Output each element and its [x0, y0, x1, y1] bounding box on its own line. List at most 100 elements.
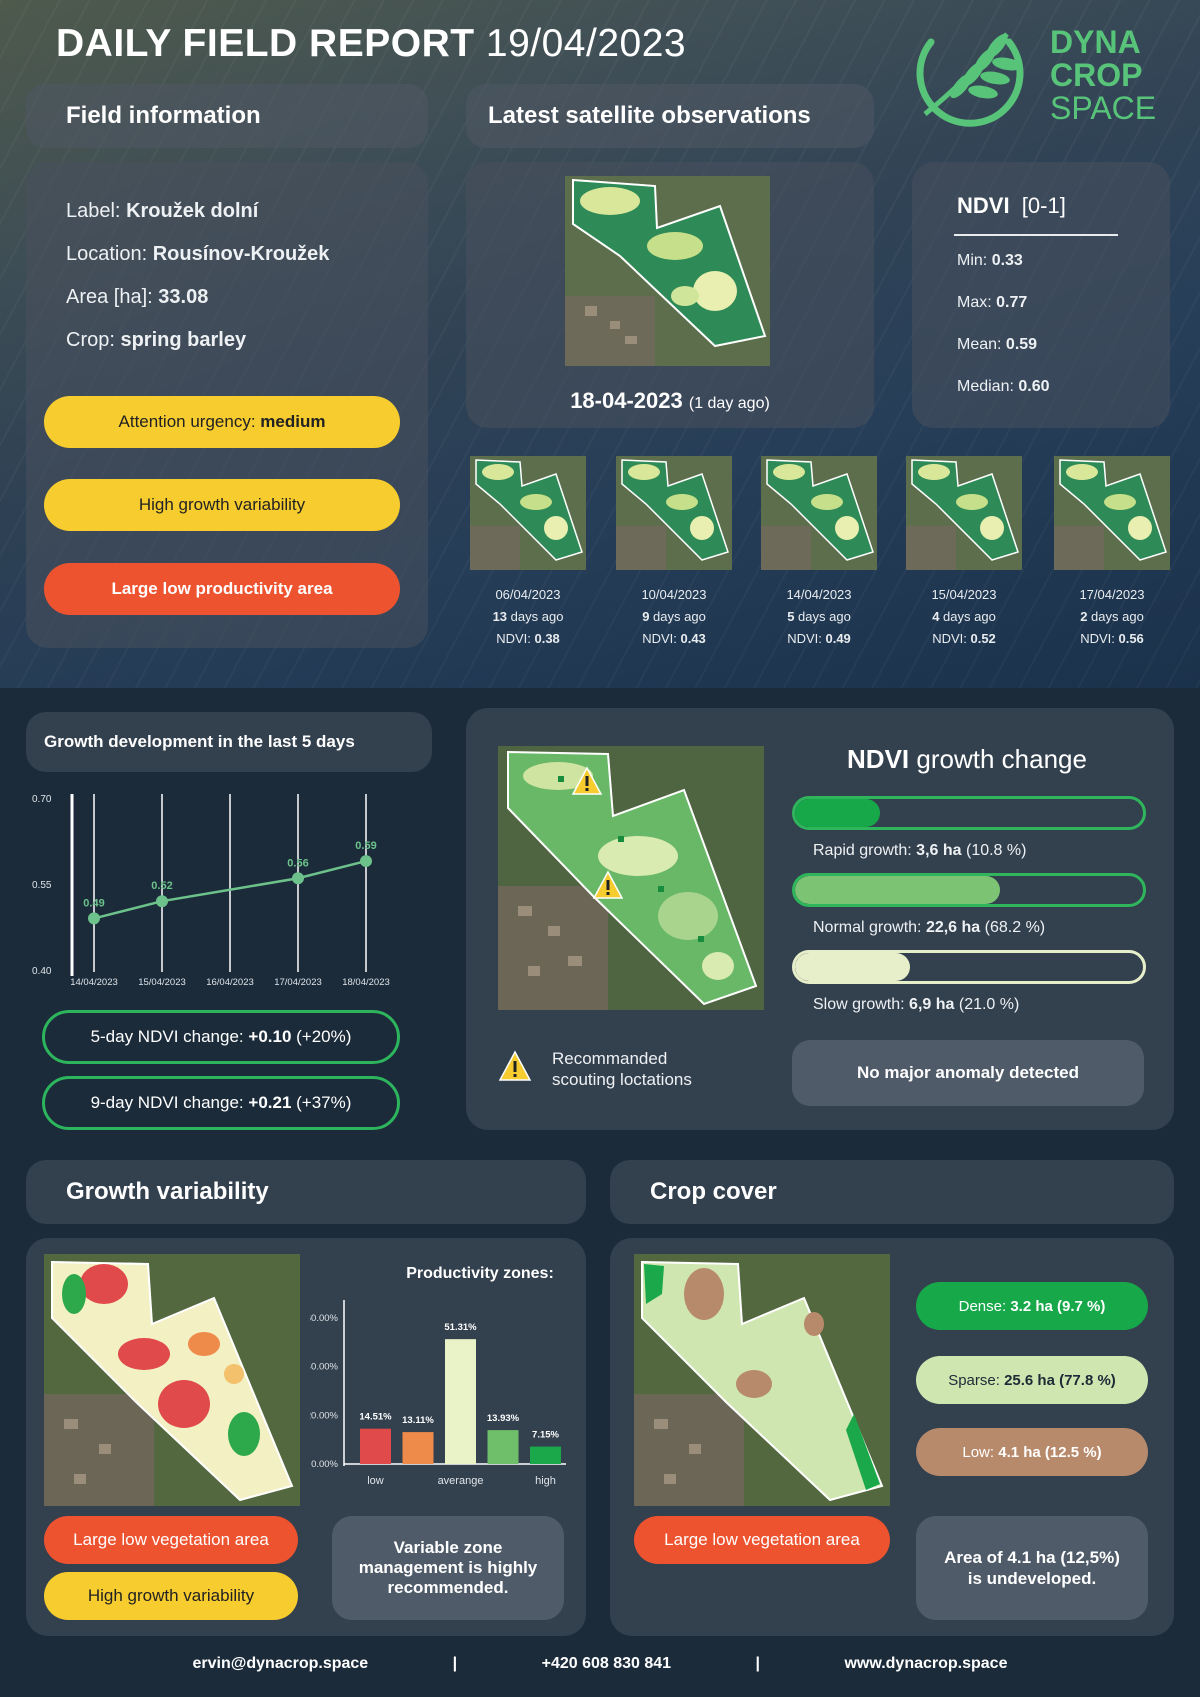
- low-productivity-alert-text: Large low productivity area: [111, 579, 333, 598]
- zone-category-label: averange: [438, 1475, 484, 1487]
- field-area-key: Area [ha]:: [66, 286, 153, 308]
- variability-alert-text: High growth variability: [138, 495, 306, 514]
- field-info-heading: Field information: [66, 102, 261, 129]
- y-tick-label: 60.00%: [310, 1313, 339, 1324]
- growth-bar-label-key: Slow growth:: [813, 996, 905, 1013]
- five-day-change-value: +0.10: [248, 1027, 292, 1046]
- growth-bar-track: [792, 950, 1146, 984]
- history-days: 2: [1080, 609, 1088, 624]
- zone-bar-value-label: 13.93%: [487, 1413, 520, 1424]
- anomaly-status-text: No major anomaly detected: [856, 1063, 1079, 1082]
- ndvi-stat-key: Median:: [957, 378, 1014, 395]
- history-thumbnail[interactable]: [470, 456, 586, 570]
- growth-bar-label: Slow growth: 6,9 ha (21.0 %): [813, 996, 1019, 1014]
- nine-day-change-value: +0.21: [248, 1093, 292, 1112]
- history-ndvi: NDVI: 0.38: [458, 628, 598, 650]
- x-tick-label: 16/04/2023: [206, 977, 254, 988]
- footer: ervin@dynacrop.space | +420 608 830 841 …: [0, 1655, 1200, 1673]
- growth-bar-label: Rapid growth: 3,6 ha (10.8 %): [813, 842, 1026, 860]
- ndvi-growth-title-bold: NDVI: [847, 744, 910, 774]
- history-days-suffix: days ago: [510, 609, 564, 624]
- growth-bar-label-key: Rapid growth:: [813, 842, 912, 859]
- zone-bar-value-label: 51.31%: [444, 1322, 477, 1333]
- zone-category-label: low: [367, 1475, 384, 1487]
- nine-day-change-prefix: 9-day NDVI change:: [90, 1093, 244, 1112]
- variability-growth-badge: High growth variability: [44, 1572, 298, 1620]
- ndvi-stat-row: Max: 0.77: [957, 294, 1027, 312]
- history-date: 10/04/2023: [641, 587, 707, 602]
- history-thumbnail[interactable]: [761, 456, 877, 570]
- nine-day-change-pct: (+37%): [296, 1093, 352, 1112]
- zone-bar-value-label: 14.51%: [359, 1412, 392, 1423]
- main-observation-date: 18-04-2023 (1 day ago): [466, 388, 874, 414]
- crop-cover-low-veg-text: Large low vegetation area: [664, 1530, 860, 1549]
- footer-web[interactable]: www.dynacrop.space: [844, 1655, 1008, 1672]
- y-tick-label: 0.55: [32, 880, 52, 891]
- main-ago: (1 day ago): [688, 395, 770, 412]
- ndvi-stat-value: 0.33: [991, 252, 1023, 269]
- field-label-key: Label:: [66, 200, 121, 222]
- history-days-suffix: days ago: [653, 609, 706, 624]
- variability-heading: Growth variability: [66, 1178, 269, 1205]
- growth-bar-fill: [795, 799, 881, 827]
- report-title-bold: DAILY FIELD REPORT: [56, 22, 475, 65]
- data-point: [360, 855, 372, 868]
- zone-bar: [360, 1428, 391, 1464]
- urgency-prefix: Attention urgency:: [118, 412, 256, 431]
- history-thumbnail[interactable]: [906, 456, 1022, 570]
- urgency-badge: Attention urgency: medium: [44, 396, 400, 448]
- ndvi-title: NDVI: [957, 193, 1010, 218]
- ndvi-stats-title: NDVI [0-1]: [957, 193, 1066, 219]
- y-tick-label: 20.00%: [310, 1410, 339, 1421]
- history-days: 13: [492, 609, 508, 624]
- dense-key: Dense:: [958, 1297, 1007, 1315]
- footer-separator: |: [755, 1655, 760, 1672]
- growth-bar-fill: [795, 876, 1001, 904]
- growth-line-chart: 14/04/2023 15/04/2023 16/04/2023 17/04/2023…: [32, 794, 390, 988]
- zone-bar: [530, 1446, 561, 1464]
- history-ndvi-key: NDVI:: [496, 631, 531, 646]
- dense-value: 3.2 ha (9.7 %): [1010, 1297, 1106, 1315]
- field-label-value: Kroužek dolní: [126, 200, 259, 222]
- growth-bar-label-value: 3,6 ha: [916, 842, 962, 859]
- ndvi-stats-card: [912, 162, 1170, 428]
- warning-icon: [498, 1050, 532, 1081]
- growth-bar-fill: [795, 953, 910, 981]
- history-days: 9: [642, 609, 650, 624]
- urgency-value: medium: [260, 412, 326, 431]
- logo-line3: SPACE: [1050, 90, 1157, 126]
- crop-cover-heading: Crop cover: [650, 1178, 777, 1205]
- growth-bar-label-pct: (68.2 %): [984, 919, 1046, 936]
- ndvi-growth-title-rest: growth change: [916, 744, 1087, 774]
- history-days: 5: [787, 609, 795, 624]
- ndvi-divider: [954, 234, 1118, 236]
- satellite-heading: Latest satellite observations: [488, 102, 811, 129]
- history-thumbnail[interactable]: [616, 456, 732, 570]
- history-ndvi-key: NDVI:: [642, 631, 677, 646]
- ndvi-range: [0-1]: [1021, 193, 1066, 218]
- history-ndvi-value: 0.56: [1118, 631, 1144, 646]
- ndvi-stat-key: Mean:: [957, 336, 1002, 353]
- field-location: Location: Rousínov-Kroužek: [66, 243, 329, 266]
- history-date: 14/04/2023: [786, 587, 852, 602]
- footer-phone[interactable]: +420 608 830 841: [541, 1655, 672, 1672]
- variability-alert-badge: High growth variability: [44, 479, 400, 531]
- field-location-value: Rousínov-Kroužek: [152, 243, 330, 265]
- five-day-change-badge: 5-day NDVI change: +0.10 (+20%): [42, 1010, 400, 1064]
- history-date: 06/04/2023: [495, 587, 561, 602]
- variability-growth-text: High growth variability: [87, 1586, 255, 1605]
- field-info-heading-card: Field information: [26, 84, 428, 148]
- dense-cover-badge: Dense: 3.2 ha (9.7 %): [916, 1282, 1148, 1330]
- nine-day-change-badge: 9-day NDVI change: +0.21 (+37%): [42, 1076, 400, 1130]
- satellite-heading-card: Latest satellite observations: [466, 84, 874, 148]
- crop-cover-heading-card: Crop cover: [610, 1160, 1174, 1224]
- zone-bar: [487, 1430, 519, 1464]
- ndvi-growth-change-title: NDVI growth change: [792, 744, 1142, 775]
- ndvi-stat-value: 0.59: [1005, 336, 1038, 353]
- growth-bar-track: [792, 796, 1146, 830]
- ndvi-stat-row: Median: 0.60: [957, 378, 1050, 396]
- history-ndvi: NDVI: 0.52: [894, 628, 1034, 650]
- footer-email[interactable]: ervin@dynacrop.space: [192, 1655, 369, 1672]
- data-point: [156, 895, 168, 908]
- history-thumbnail[interactable]: [1054, 456, 1170, 570]
